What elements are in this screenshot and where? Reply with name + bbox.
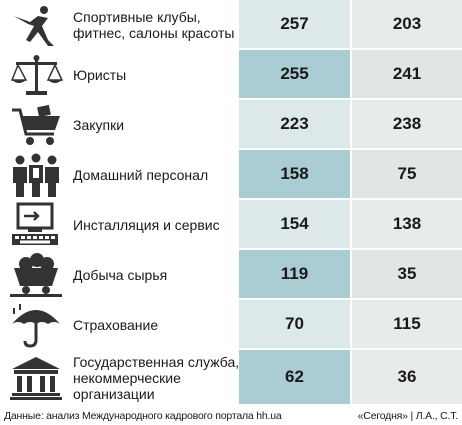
value-cell-col2: 238	[352, 100, 462, 148]
table-row: Добыча сырья 119 35	[0, 250, 462, 300]
source-note: Данные: анализ Международного кадрового …	[4, 410, 282, 422]
household-staff-icon	[8, 152, 64, 198]
row-label: Домашний персонал	[73, 167, 209, 183]
mine-cart-icon	[8, 252, 64, 298]
table-row: Закупки 223 238	[0, 100, 462, 150]
table-row: Спортивные клубы, фитнес, салоны красоты…	[0, 0, 462, 50]
row-label: Добыча сырья	[73, 267, 168, 283]
government-building-icon	[8, 355, 64, 401]
value-cell-col2: 115	[352, 300, 462, 348]
value-cell-col2: 138	[352, 200, 462, 248]
value-cell-col1: 257	[239, 0, 350, 48]
value-cell-col2: 75	[352, 150, 462, 198]
umbrella-icon	[8, 302, 64, 348]
computer-icon	[8, 202, 64, 248]
fitness-figure-icon	[8, 2, 64, 48]
value-cell-col1: 62	[239, 350, 350, 404]
row-label: Государственная служба, некоммерческие о…	[73, 354, 240, 402]
value-cell-col2: 36	[352, 350, 462, 404]
value-cell-col2: 241	[352, 50, 462, 98]
value-cell-col2: 35	[352, 250, 462, 298]
table-row: Инсталляция и сервис 154 138	[0, 200, 462, 250]
table-row: Юристы 255 241	[0, 50, 462, 100]
scales-icon	[8, 52, 64, 98]
row-label: Страхование	[73, 317, 159, 333]
row-label: Юристы	[73, 67, 127, 83]
shopping-cart-icon	[8, 102, 64, 148]
footer: Данные: анализ Международного кадрового …	[0, 408, 462, 425]
table-row: Страхование 70 115	[0, 300, 462, 350]
value-cell-col1: 158	[239, 150, 350, 198]
table-row: Государственная служба, некоммерческие о…	[0, 350, 462, 406]
value-cell-col1: 154	[239, 200, 350, 248]
row-label: Спортивные клубы, фитнес, салоны красоты	[73, 9, 235, 41]
value-cell-col1: 255	[239, 50, 350, 98]
row-label: Инсталляция и сервис	[73, 217, 220, 233]
credit-note: «Сегодня» | Л.А., С.Т.	[357, 410, 459, 422]
value-cell-col1: 70	[239, 300, 350, 348]
value-cell-col2: 203	[352, 0, 462, 48]
row-label: Закупки	[73, 117, 125, 133]
table-row: Домашний персонал 158 75	[0, 150, 462, 200]
value-cell-col1: 223	[239, 100, 350, 148]
value-cell-col1: 119	[239, 250, 350, 298]
